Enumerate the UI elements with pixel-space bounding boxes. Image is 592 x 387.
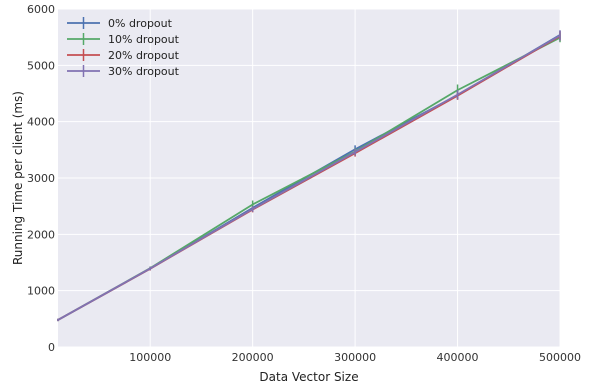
y-tick-label: 0 xyxy=(48,341,55,354)
legend-label: 10% dropout xyxy=(108,33,180,46)
series-3 xyxy=(57,30,561,322)
x-tick-label: 200000 xyxy=(232,351,274,364)
y-tick-label: 2000 xyxy=(27,228,55,241)
y-tick-label: 1000 xyxy=(27,285,55,298)
legend-item: 10% dropout xyxy=(67,33,180,46)
y-tick-label: 6000 xyxy=(27,3,55,16)
y-axis-ticks: 0 1000 2000 3000 4000 5000 6000 xyxy=(27,3,55,354)
x-tick-label: 400000 xyxy=(437,351,479,364)
legend-label: 30% dropout xyxy=(108,65,180,78)
y-tick-label: 3000 xyxy=(27,172,55,185)
x-tick-label: 300000 xyxy=(334,351,376,364)
legend: 0% dropout 10% dropout 20% dropout 30% drop… xyxy=(67,17,180,78)
legend-label: 20% dropout xyxy=(108,49,180,62)
x-tick-label: 500000 xyxy=(539,351,581,364)
y-tick-label: 5000 xyxy=(27,59,55,72)
series-layer xyxy=(57,30,561,322)
legend-item: 0% dropout xyxy=(67,17,173,30)
legend-label: 0% dropout xyxy=(108,17,173,30)
x-axis-ticks: 100000 200000 300000 400000 500000 xyxy=(129,351,581,364)
y-axis-label: Running Time per client (ms) xyxy=(11,91,25,265)
x-tick-label: 100000 xyxy=(129,351,171,364)
y-tick-label: 4000 xyxy=(27,116,55,129)
legend-item: 20% dropout xyxy=(67,49,180,62)
legend-item: 30% dropout xyxy=(67,65,180,78)
grid-lines xyxy=(58,8,561,348)
x-axis-label: Data Vector Size xyxy=(259,370,358,384)
series-line xyxy=(57,34,561,321)
